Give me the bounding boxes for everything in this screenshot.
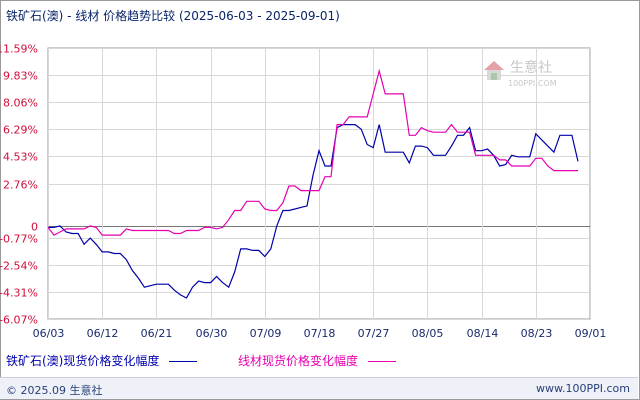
y-tick-label: 6.29% [3, 124, 38, 137]
x-tick-label: 06/03 [33, 327, 65, 340]
chart-date-range: (2025-06-03 - 2025-09-01) [178, 9, 340, 23]
y-tick-label: -6.07% [0, 314, 38, 327]
watermark-name: 生意社 [510, 59, 552, 76]
x-tick-label: 07/27 [358, 327, 390, 340]
footer-copyright: © 2025.09 生意社 [6, 384, 103, 397]
footer-site-link[interactable]: www.100PPI.com [536, 382, 630, 395]
x-tick-label: 08/14 [467, 327, 499, 340]
x-tick-label: 06/12 [87, 327, 119, 340]
x-tick-label: 06/21 [141, 327, 173, 340]
chart-title-text: 铁矿石(澳) - 线材 价格趋势比较 [6, 9, 176, 23]
series-wire-rod-line [47, 68, 578, 236]
x-tick-label: 08/05 [412, 327, 444, 340]
y-tick-label: 8.06% [3, 97, 38, 110]
series-iron-ore-line [48, 123, 579, 299]
x-tick-label: 09/01 [575, 327, 607, 340]
y-tick-label: 0 [31, 221, 38, 234]
x-tick-label: 08/23 [521, 327, 553, 340]
chart-title: 铁矿石(澳) - 线材 价格趋势比较 (2025-06-03 - 2025-09… [6, 7, 340, 24]
y-tick-label: -0.77% [0, 233, 38, 246]
y-tick-label: -2.54% [0, 260, 38, 273]
house-icon [484, 61, 504, 80]
x-tick-label: 07/18 [304, 327, 336, 340]
legend-series2-swatch [367, 361, 396, 362]
y-tick-label: 2.76% [3, 179, 38, 192]
x-tick-label: 06/30 [196, 327, 228, 340]
watermark-url: 100PPI.COM [508, 79, 557, 88]
x-tick-label: 07/09 [250, 327, 282, 340]
y-tick-label: 11.59% [0, 43, 38, 56]
footer: © 2025.09 生意社 www.100PPI.com [0, 377, 638, 399]
legend-series2-label: 线材现货价格变化幅度 [238, 354, 359, 368]
legend-series2: 线材现货价格变化幅度 [238, 352, 396, 369]
y-tick-label: 4.53% [3, 151, 38, 164]
watermark-logo: 生意社 100PPI.COM [484, 59, 557, 88]
legend-series1-swatch [169, 361, 198, 362]
legend-series1-label: 铁矿石(澳)现货价格变化幅度 [6, 354, 160, 368]
y-tick-label: 9.83% [3, 70, 38, 83]
y-tick-label: -4.31% [0, 287, 38, 300]
legend-series1: 铁矿石(澳)现货价格变化幅度 [6, 352, 198, 369]
